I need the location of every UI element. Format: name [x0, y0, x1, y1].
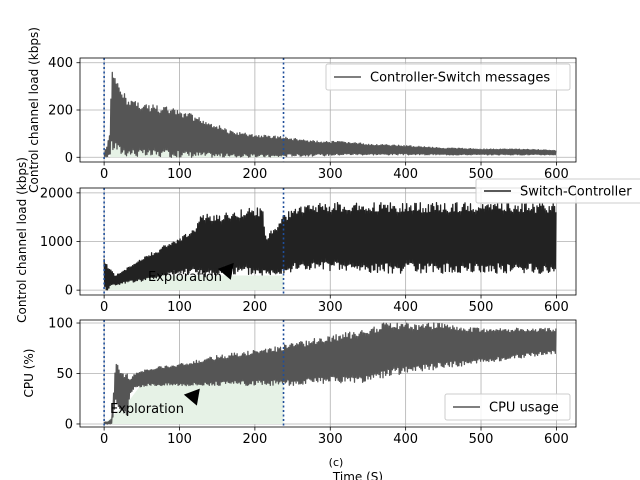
y-tick-label: 100: [48, 317, 73, 332]
plot-area: [103, 201, 557, 291]
legend: Controller-Switch messages: [325, 63, 571, 91]
x-tick-label: 200: [242, 167, 267, 182]
y-axis-label: Control channel load (kbps): [27, 27, 41, 193]
x-tick-label: 0: [100, 300, 108, 315]
x-tick-label: 100: [167, 300, 192, 315]
x-tick-label: 300: [318, 167, 343, 182]
x-tick-label: 400: [393, 300, 418, 315]
panel-label: (c): [329, 456, 344, 469]
x-axis-label: Time (S): [332, 470, 383, 480]
x-tick-label: 500: [469, 300, 494, 315]
exploration-shaded-area: [104, 275, 284, 291]
y-tick-label: 0: [65, 417, 73, 432]
chart-panel-3: 0 100 200 300 400 500 600 0 50 100 CPU (%) Explorat…: [22, 317, 577, 447]
x-tick-label: 100: [167, 167, 192, 182]
y-axis-label: CPU (%): [22, 349, 36, 398]
x-tick-label: 600: [544, 167, 569, 182]
series-line-1: [103, 71, 557, 158]
x-tick-label: 600: [544, 300, 569, 315]
x-tick-label: 0: [100, 167, 108, 182]
x-tick-label: 500: [469, 167, 494, 182]
x-tick-label: 400: [393, 432, 418, 447]
y-axis-label: Control channel load (kbps): [15, 157, 29, 323]
x-tick-label: 200: [242, 432, 267, 447]
y-tick-label: 2000: [40, 186, 73, 201]
x-tick-label: 600: [544, 432, 569, 447]
plot-area: [103, 71, 557, 158]
x-tick-label: 300: [318, 300, 343, 315]
y-tick-label: 0: [65, 284, 73, 299]
legend-frame: [325, 63, 571, 91]
y-tick-label: 0: [65, 151, 73, 166]
y-tick-label: 200: [48, 104, 73, 119]
legend-frame: [444, 393, 571, 421]
x-tick-label: 300: [318, 432, 343, 447]
x-tick-label: 0: [100, 432, 108, 447]
legend-entry: CPU usage: [489, 401, 559, 416]
chart-panel-1: 0 100 200 300 400 500 600 0 200 400 Control channe…: [27, 27, 577, 193]
y-tick-label: 50: [56, 367, 73, 382]
legend: Switch-Controller: [475, 178, 640, 204]
y-tick-label: 1000: [40, 235, 73, 250]
legend-entry: Switch-Controller: [520, 185, 632, 200]
legend: CPU usage: [444, 393, 571, 421]
annotation-label: Exploration: [148, 270, 222, 285]
legend-frame: [475, 178, 640, 204]
x-tick-label: 400: [393, 167, 418, 182]
annotation-label: Exploration: [110, 402, 184, 417]
legend-entry: Controller-Switch messages: [370, 71, 550, 86]
y-tick-label: 400: [48, 56, 73, 71]
series-line-1: [103, 201, 557, 291]
annotation-arrow-head: [183, 388, 200, 406]
x-tick-label: 200: [242, 300, 267, 315]
x-tick-label: 500: [469, 432, 494, 447]
x-tick-label: 100: [167, 432, 192, 447]
series-line-1: [103, 322, 557, 425]
annotation-arrow-head: [217, 262, 234, 280]
